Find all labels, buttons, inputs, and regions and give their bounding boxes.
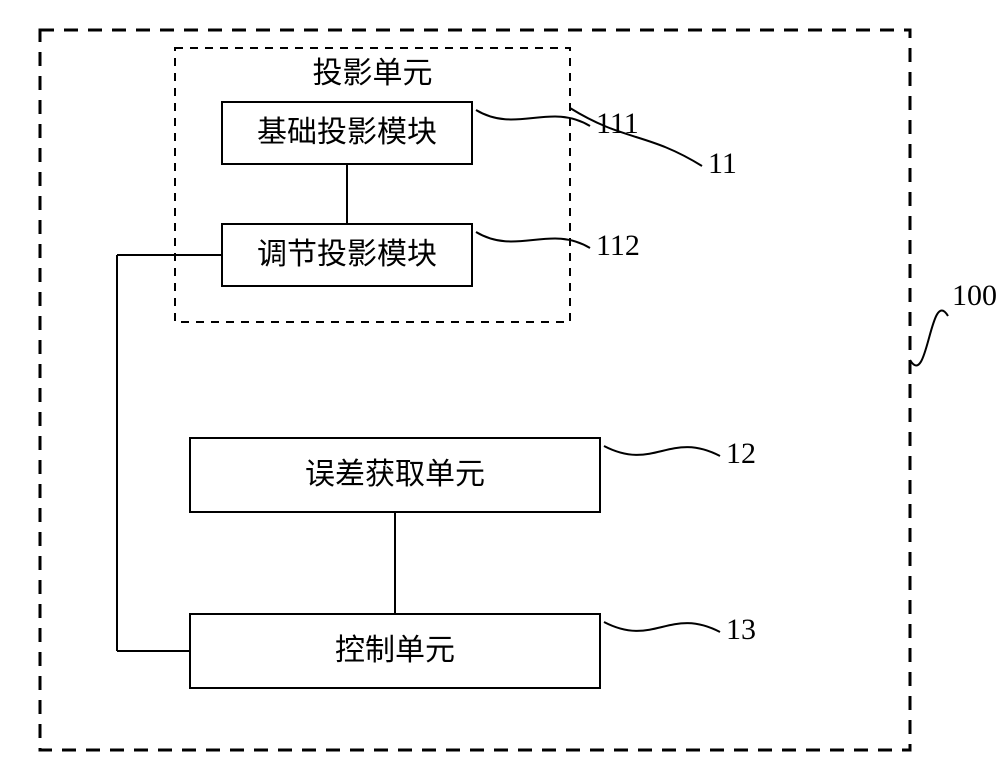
block-label-b12: 误差获取单元 [305,458,485,491]
ref-100: 100 [952,279,997,312]
ref-112: 112 [596,229,640,262]
ref-11: 11 [708,147,737,180]
block-label-b112: 调节投影模块 [257,238,437,271]
block-label-b13: 控制单元 [335,634,455,667]
diagram: 投影单元基础投影模块调节投影模块误差获取单元控制单元11111212131110… [0,0,1000,777]
inner-box-title: 投影单元 [313,57,433,90]
ref-13: 13 [726,613,756,646]
block-label-b111: 基础投影模块 [257,116,437,149]
ref-12: 12 [726,437,756,470]
